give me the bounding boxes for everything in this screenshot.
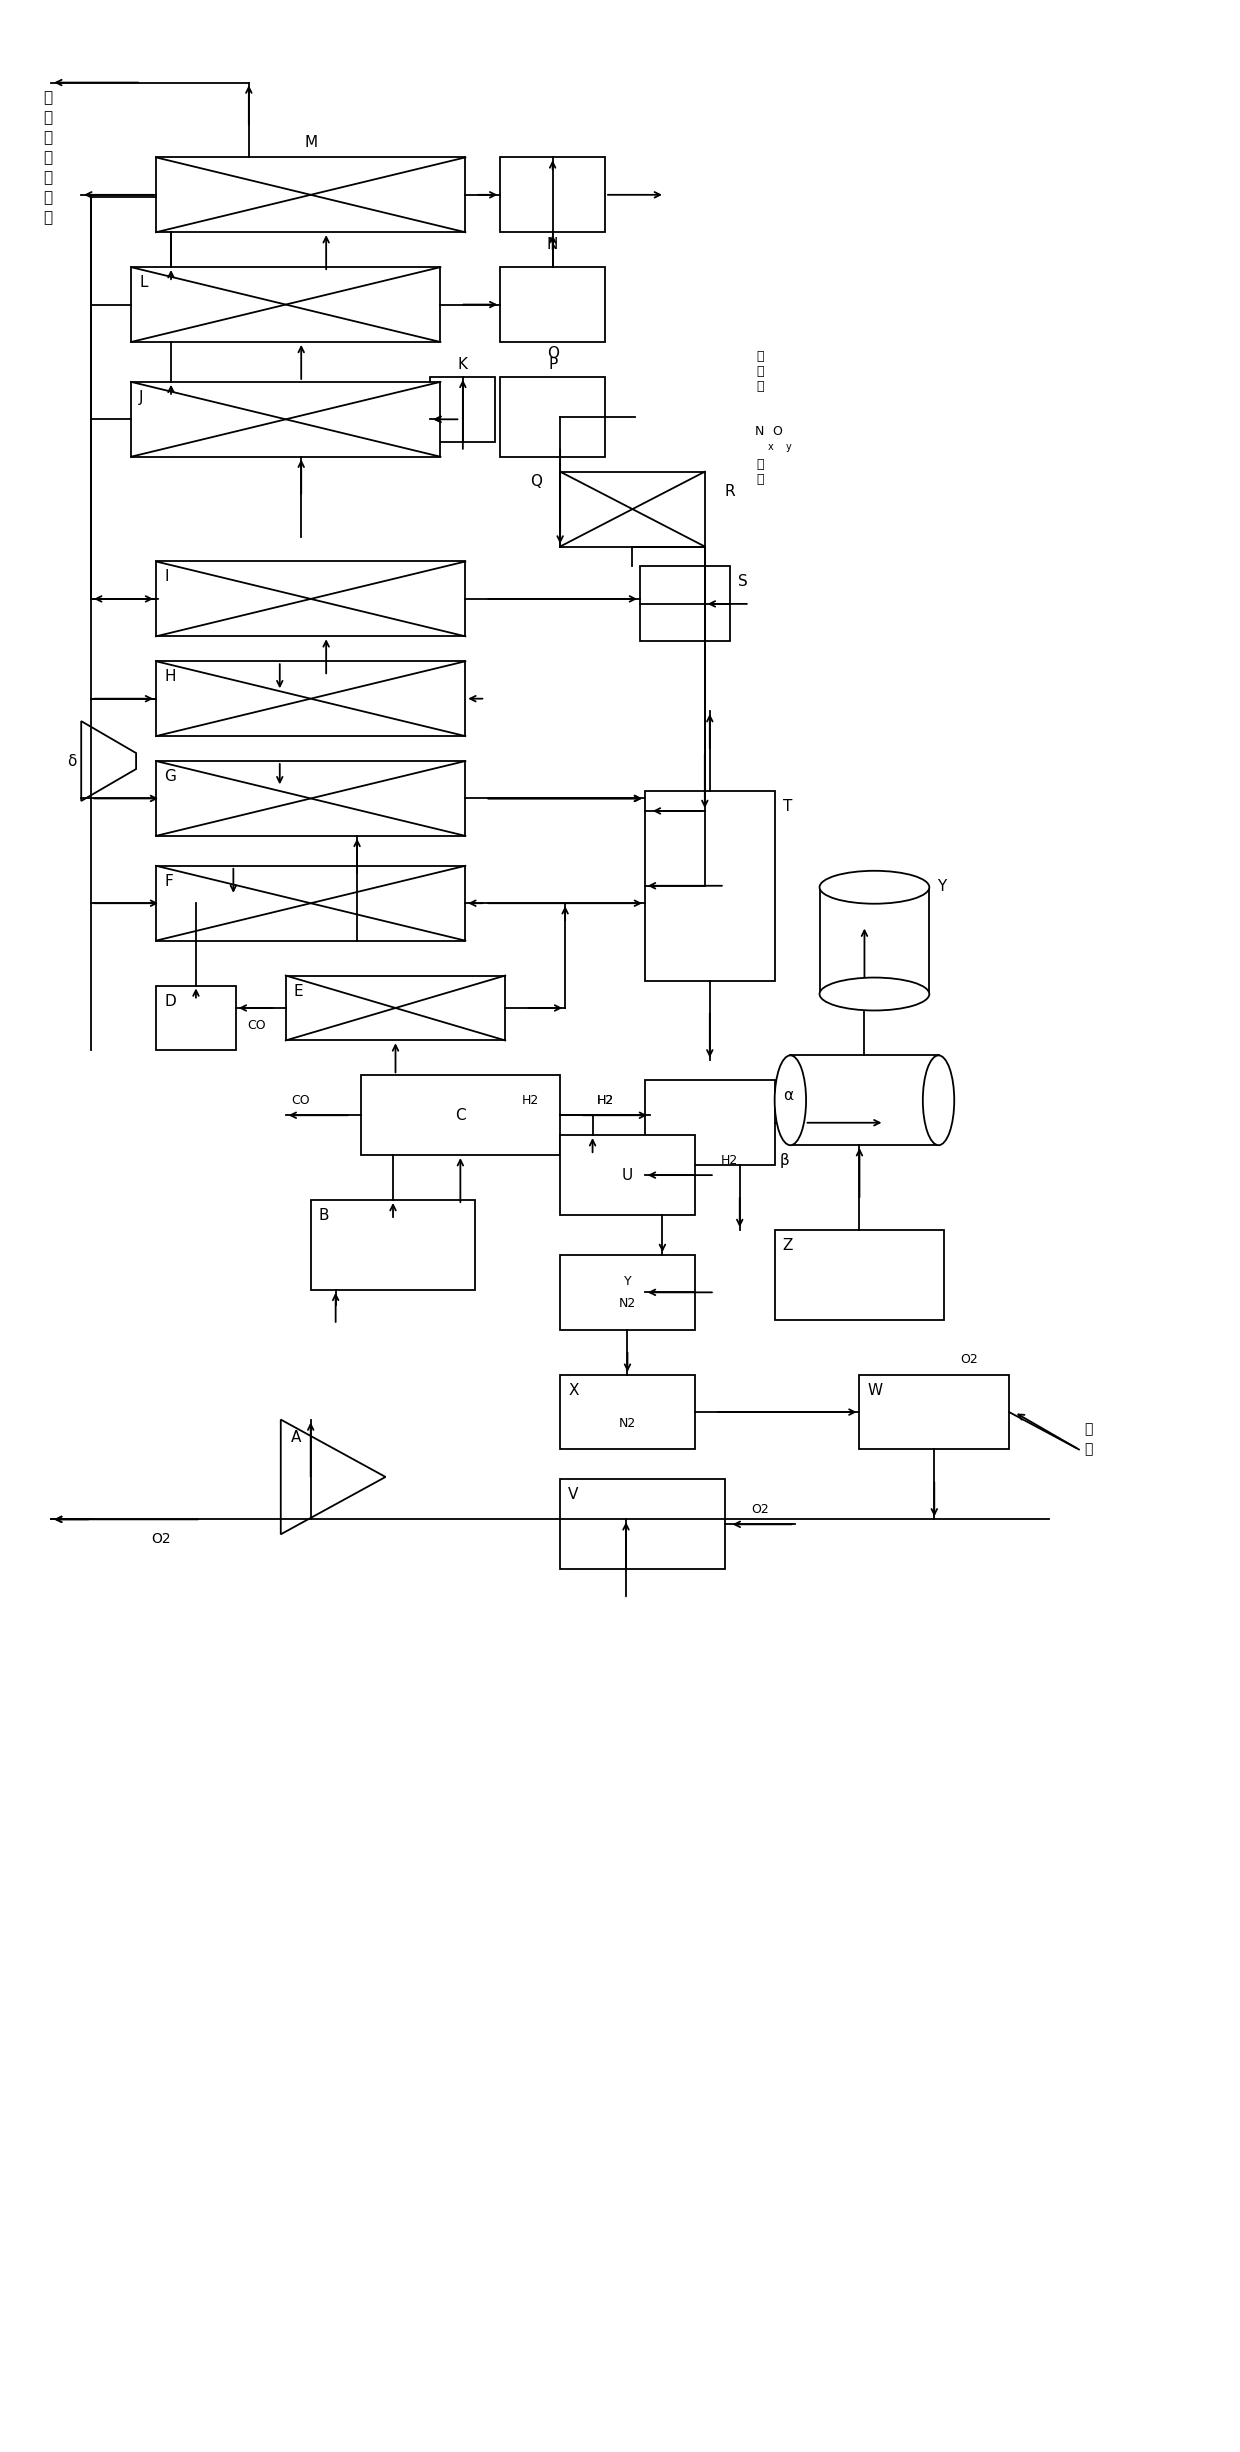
Text: O2: O2 bbox=[960, 1354, 978, 1366]
Bar bbox=[430, 378, 495, 441]
Text: Y: Y bbox=[937, 878, 946, 895]
Text: F: F bbox=[164, 873, 172, 888]
Text: P: P bbox=[548, 358, 557, 373]
Bar bbox=[131, 267, 440, 341]
Text: β: β bbox=[780, 1152, 790, 1167]
Text: K: K bbox=[458, 358, 467, 373]
Text: G: G bbox=[164, 770, 176, 785]
Bar bbox=[790, 1054, 939, 1145]
Bar bbox=[311, 1199, 475, 1290]
Text: H2: H2 bbox=[596, 1094, 614, 1106]
Bar bbox=[560, 1479, 724, 1569]
Text: C: C bbox=[455, 1108, 466, 1123]
Bar bbox=[500, 267, 605, 341]
Bar bbox=[640, 566, 730, 642]
Text: O: O bbox=[773, 424, 782, 439]
Text: 燃: 燃 bbox=[43, 189, 53, 206]
Bar bbox=[285, 976, 505, 1040]
Text: N2: N2 bbox=[619, 1417, 636, 1430]
Text: y: y bbox=[786, 441, 791, 451]
Bar bbox=[645, 792, 775, 981]
Bar bbox=[500, 157, 605, 233]
Text: CO: CO bbox=[291, 1094, 310, 1106]
Text: 送: 送 bbox=[43, 130, 53, 145]
Text: 气: 气 bbox=[1085, 1442, 1094, 1456]
Ellipse shape bbox=[820, 978, 929, 1010]
Bar bbox=[645, 1081, 775, 1165]
Bar bbox=[361, 1076, 560, 1155]
Ellipse shape bbox=[923, 1054, 955, 1145]
Text: 气
体: 气 体 bbox=[756, 459, 764, 485]
Text: M: M bbox=[304, 135, 317, 150]
Bar bbox=[560, 1135, 694, 1216]
Text: 炉: 炉 bbox=[43, 169, 53, 184]
Text: D: D bbox=[164, 993, 176, 1008]
Text: 空: 空 bbox=[43, 110, 53, 125]
Text: E: E bbox=[294, 983, 304, 998]
Text: N: N bbox=[755, 424, 764, 439]
Text: T: T bbox=[782, 799, 792, 814]
Bar bbox=[156, 866, 465, 942]
Text: Z: Z bbox=[782, 1238, 794, 1253]
Text: N: N bbox=[547, 238, 558, 253]
Text: B: B bbox=[319, 1209, 329, 1224]
Text: H2: H2 bbox=[522, 1094, 539, 1106]
Bar bbox=[131, 383, 440, 456]
Text: 烧: 烧 bbox=[43, 211, 53, 226]
Text: H2: H2 bbox=[596, 1094, 614, 1106]
Bar bbox=[500, 378, 605, 456]
Bar bbox=[156, 662, 465, 736]
Text: S: S bbox=[738, 574, 748, 588]
Text: H: H bbox=[164, 669, 176, 684]
Text: J: J bbox=[139, 390, 144, 405]
Bar bbox=[560, 1376, 694, 1449]
Text: 放: 放 bbox=[43, 91, 53, 105]
Bar bbox=[156, 986, 236, 1049]
Ellipse shape bbox=[775, 1054, 806, 1145]
Text: V: V bbox=[568, 1488, 579, 1503]
Bar bbox=[560, 471, 704, 547]
Text: α: α bbox=[782, 1089, 792, 1103]
Ellipse shape bbox=[820, 870, 929, 905]
Bar bbox=[560, 1255, 694, 1329]
Text: δ: δ bbox=[67, 753, 76, 767]
Text: W: W bbox=[868, 1383, 883, 1398]
Text: x: x bbox=[768, 441, 774, 451]
Text: 空: 空 bbox=[1085, 1422, 1094, 1437]
Text: 氮
氧
化: 氮 氧 化 bbox=[756, 351, 764, 392]
Bar bbox=[820, 888, 929, 993]
Text: 锅: 锅 bbox=[43, 150, 53, 164]
Bar bbox=[156, 157, 465, 233]
Text: N2: N2 bbox=[619, 1297, 636, 1309]
Text: U: U bbox=[621, 1167, 634, 1182]
Text: X: X bbox=[568, 1383, 579, 1398]
Text: O2: O2 bbox=[750, 1503, 769, 1515]
Text: O: O bbox=[547, 346, 559, 360]
Text: H2: H2 bbox=[722, 1152, 738, 1167]
Text: A: A bbox=[290, 1430, 301, 1444]
Text: Y: Y bbox=[624, 1275, 631, 1287]
Bar bbox=[156, 760, 465, 836]
Bar bbox=[156, 562, 465, 638]
Bar bbox=[859, 1376, 1009, 1449]
Text: CO: CO bbox=[247, 1020, 265, 1032]
Text: O2: O2 bbox=[151, 1532, 171, 1547]
Text: L: L bbox=[139, 275, 148, 289]
Text: I: I bbox=[164, 569, 169, 584]
Text: R: R bbox=[724, 483, 735, 500]
Bar bbox=[775, 1231, 945, 1319]
Text: Q: Q bbox=[531, 473, 542, 488]
